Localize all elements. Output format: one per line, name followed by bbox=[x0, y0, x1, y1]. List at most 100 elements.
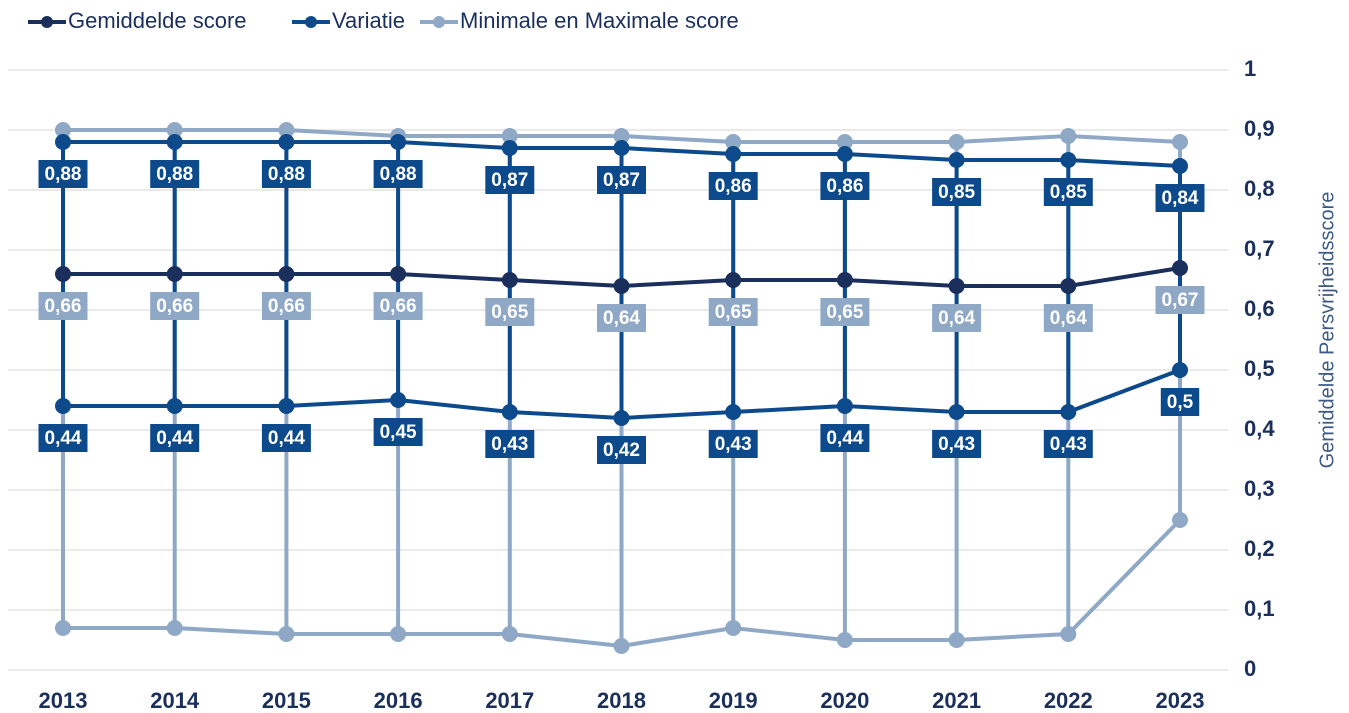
data-label-box bbox=[597, 304, 646, 332]
data-label: 0,85 bbox=[938, 182, 975, 203]
data-label: 0,88 bbox=[156, 164, 193, 185]
data-label-box bbox=[708, 298, 758, 326]
data-label: 0,42 bbox=[603, 440, 640, 461]
variation-low-line-point bbox=[836, 398, 853, 414]
y-tick-label: 0,5 bbox=[1244, 356, 1275, 381]
variation-low-line-point bbox=[1060, 404, 1077, 420]
max-line-point bbox=[166, 122, 183, 138]
variation-high-line-point bbox=[278, 134, 295, 150]
min-line-point bbox=[278, 626, 295, 642]
data-label-box bbox=[150, 160, 200, 188]
data-label-box bbox=[1160, 388, 1200, 416]
data-label: 0,87 bbox=[603, 170, 640, 191]
data-label-box bbox=[150, 424, 200, 452]
variation-low-line-point bbox=[55, 398, 71, 414]
min-line-point bbox=[613, 638, 630, 654]
variation-low-line-point bbox=[1172, 362, 1188, 378]
min-line-point bbox=[836, 632, 853, 648]
min-line-point bbox=[1172, 512, 1188, 528]
y-tick-label: 0,3 bbox=[1244, 476, 1275, 501]
mean-line-point bbox=[725, 272, 742, 288]
mean-line-point bbox=[501, 272, 518, 288]
legend-dot bbox=[433, 16, 445, 28]
y-axis-label: Gemiddelde Persvrijheidsscore bbox=[1316, 192, 1338, 469]
y-tick-label: 0,2 bbox=[1244, 536, 1275, 561]
data-label-box bbox=[820, 424, 870, 452]
variation-high-line-point bbox=[948, 152, 965, 168]
data-label-box bbox=[932, 430, 982, 458]
data-label: 0,66 bbox=[268, 296, 305, 317]
data-label-box bbox=[38, 160, 88, 188]
data-label: 0,67 bbox=[1162, 290, 1199, 311]
data-label: 0,86 bbox=[715, 176, 752, 197]
max-line-point bbox=[278, 122, 295, 138]
data-label: 0,86 bbox=[826, 176, 863, 197]
max-line-point bbox=[613, 128, 630, 144]
variation-low-line-point bbox=[390, 392, 407, 408]
x-tick-label: 2016 bbox=[374, 688, 423, 713]
data-label: 0,65 bbox=[491, 302, 528, 323]
data-label-box bbox=[932, 178, 982, 206]
data-label: 0,66 bbox=[380, 296, 417, 317]
data-label: 0,43 bbox=[715, 434, 752, 455]
data-label-box bbox=[1043, 178, 1093, 206]
data-label: 0,43 bbox=[1050, 434, 1087, 455]
max-line-point bbox=[1060, 128, 1077, 144]
data-label: 0,43 bbox=[491, 434, 528, 455]
max-line-point bbox=[836, 134, 853, 150]
data-label-box bbox=[597, 166, 646, 194]
max-line-point bbox=[1172, 134, 1188, 150]
y-tick-label: 0,6 bbox=[1244, 296, 1275, 321]
x-tick-label: 2017 bbox=[485, 688, 534, 713]
data-label: 0,43 bbox=[938, 434, 975, 455]
variation-low-line-point bbox=[725, 404, 742, 420]
variation-low-line-point bbox=[613, 410, 630, 426]
variation-high-line-point bbox=[55, 134, 71, 150]
data-label-box bbox=[373, 292, 423, 320]
data-label-box bbox=[38, 292, 88, 320]
data-label-box bbox=[708, 430, 758, 458]
data-label: 0,44 bbox=[268, 428, 305, 449]
mean-line-point bbox=[948, 278, 965, 294]
x-tick-label: 2018 bbox=[597, 688, 646, 713]
data-label: 0,64 bbox=[938, 308, 975, 329]
data-label-box bbox=[373, 418, 423, 446]
min-line-point bbox=[948, 632, 965, 648]
mean-line-point bbox=[1060, 278, 1077, 294]
data-label: 0,85 bbox=[1050, 182, 1087, 203]
legend-dot bbox=[41, 16, 53, 28]
data-label: 0,44 bbox=[45, 428, 82, 449]
min-line-point bbox=[390, 626, 407, 642]
mean-line-point bbox=[166, 266, 183, 282]
data-label-box bbox=[373, 160, 423, 188]
data-label-box bbox=[820, 298, 870, 326]
x-tick-label: 2019 bbox=[709, 688, 758, 713]
x-tick-label: 2022 bbox=[1044, 688, 1093, 713]
min-line-point bbox=[725, 620, 742, 636]
legend-label: Variatie bbox=[332, 8, 405, 33]
y-tick-label: 0,1 bbox=[1244, 596, 1275, 621]
max-line-point bbox=[501, 128, 518, 144]
data-label: 0,66 bbox=[45, 296, 82, 317]
data-label-box bbox=[820, 172, 870, 200]
y-tick-label: 0,7 bbox=[1244, 236, 1275, 261]
min-line-point bbox=[166, 620, 183, 636]
data-label: 0,88 bbox=[380, 164, 417, 185]
y-tick-label: 0 bbox=[1244, 656, 1256, 681]
x-tick-label: 2020 bbox=[820, 688, 869, 713]
data-label: 0,64 bbox=[603, 308, 640, 329]
data-label-box bbox=[1155, 184, 1205, 212]
mean-line-point bbox=[55, 266, 71, 282]
variation-high-line-point bbox=[613, 140, 630, 156]
variation-low-line-point bbox=[948, 404, 965, 420]
legend-label: Minimale en Maximale score bbox=[460, 8, 739, 33]
x-tick-label: 2023 bbox=[1156, 688, 1205, 713]
y-tick-label: 0,9 bbox=[1244, 116, 1275, 141]
y-tick-label: 0,4 bbox=[1244, 416, 1275, 441]
x-tick-label: 2021 bbox=[932, 688, 981, 713]
min-line-point bbox=[55, 620, 71, 636]
data-label-box bbox=[150, 292, 200, 320]
data-label: 0,5 bbox=[1167, 392, 1194, 413]
y-tick-label: 1 bbox=[1244, 56, 1256, 81]
